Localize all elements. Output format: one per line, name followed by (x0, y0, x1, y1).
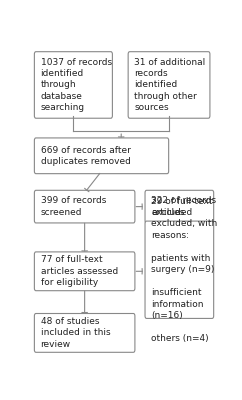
Text: 1037 of records
identified
through
database
searching: 1037 of records identified through datab… (41, 58, 112, 112)
FancyBboxPatch shape (145, 221, 214, 318)
Text: 322 of records
excluded: 322 of records excluded (151, 196, 216, 217)
Text: 48 of studies
included in this
review: 48 of studies included in this review (41, 317, 110, 349)
FancyBboxPatch shape (34, 252, 135, 291)
Text: 77 of full-text
articles assessed
for eligibility: 77 of full-text articles assessed for el… (41, 255, 118, 287)
FancyBboxPatch shape (34, 138, 169, 174)
Text: 669 of records after
duplicates removed: 669 of records after duplicates removed (41, 146, 130, 166)
FancyBboxPatch shape (128, 52, 210, 118)
FancyBboxPatch shape (34, 190, 135, 223)
Text: 399 of records
screened: 399 of records screened (41, 196, 106, 217)
FancyBboxPatch shape (34, 52, 112, 118)
FancyBboxPatch shape (34, 314, 135, 352)
Text: 31 of additional
records
identified
through other
sources: 31 of additional records identified thro… (134, 58, 206, 112)
Text: 29 of full-text
articles
excluded, with
reasons:

patients with
surgery (n=9)

i: 29 of full-text articles excluded, with … (151, 196, 218, 343)
FancyBboxPatch shape (145, 190, 214, 223)
